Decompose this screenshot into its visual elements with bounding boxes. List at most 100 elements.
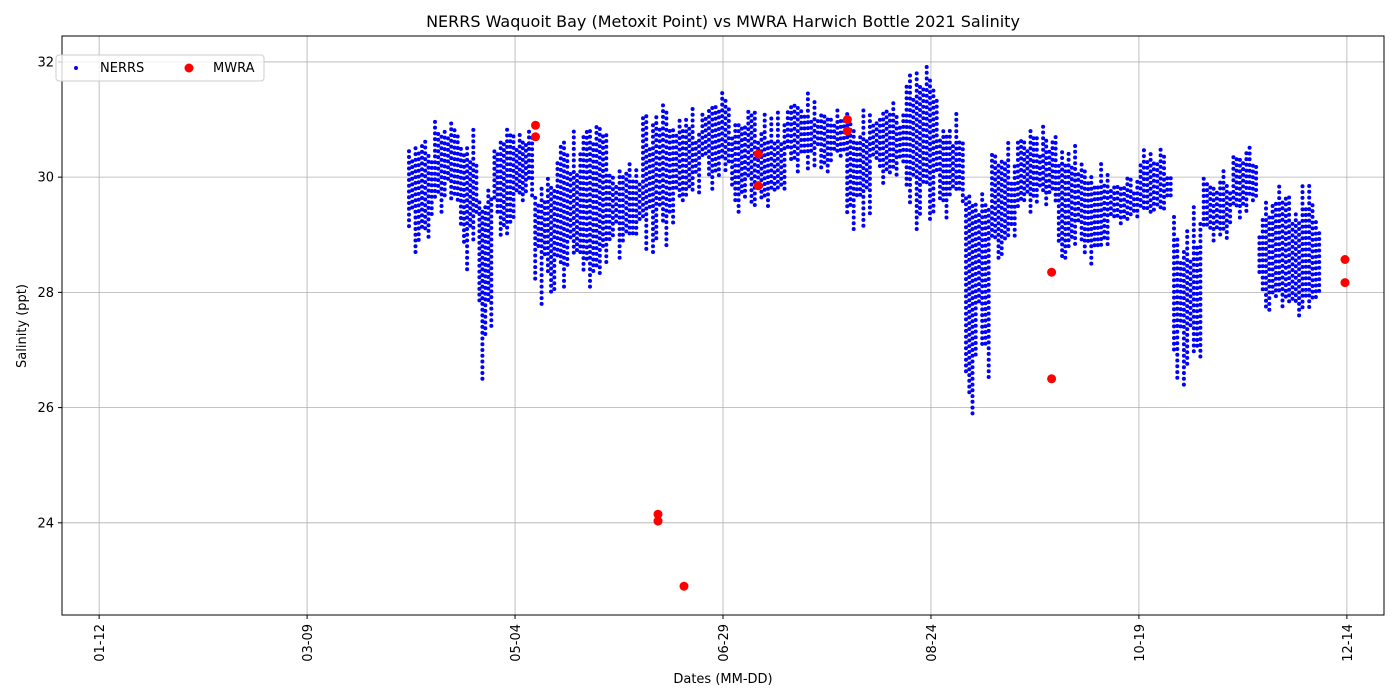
- nerrs-point: [677, 164, 682, 169]
- nerrs-point: [957, 157, 962, 162]
- nerrs-point: [677, 153, 682, 158]
- nerrs-point: [1250, 169, 1255, 174]
- nerrs-point: [1300, 201, 1305, 206]
- nerrs-point: [594, 228, 599, 233]
- nerrs-point: [1267, 255, 1272, 260]
- nerrs-point: [921, 122, 926, 127]
- nerrs-point: [581, 233, 586, 238]
- nerrs-point: [647, 147, 652, 152]
- nerrs-point: [795, 157, 800, 162]
- nerrs-point: [973, 323, 978, 328]
- nerrs-point: [594, 240, 599, 245]
- nerrs-point: [1056, 169, 1061, 174]
- nerrs-point: [604, 242, 609, 247]
- nerrs-point: [1003, 173, 1007, 177]
- nerrs-point: [858, 146, 863, 151]
- nerrs-point: [1267, 278, 1272, 283]
- nerrs-point: [1198, 239, 1203, 244]
- nerrs-point: [973, 266, 978, 271]
- nerrs-point: [661, 178, 665, 183]
- nerrs-point: [964, 294, 968, 299]
- nerrs-point: [578, 181, 583, 185]
- nerrs-point: [908, 85, 912, 89]
- nerrs-point: [1006, 221, 1011, 226]
- nerrs-point: [851, 157, 856, 162]
- nerrs-point: [980, 324, 985, 329]
- nerrs-point: [1307, 224, 1312, 229]
- nerrs-point: [601, 169, 605, 173]
- nerrs-point: [465, 244, 470, 249]
- nerrs-point: [647, 193, 652, 198]
- nerrs-point: [495, 152, 500, 157]
- nerrs-point: [539, 273, 544, 278]
- nerrs-point: [1148, 169, 1153, 174]
- nerrs-point: [654, 155, 659, 160]
- nerrs-point: [743, 148, 747, 153]
- nerrs-point: [1307, 195, 1312, 200]
- nerrs-point: [594, 217, 599, 222]
- nerrs-point: [736, 198, 741, 203]
- nerrs-point: [511, 151, 516, 156]
- nerrs-point: [1165, 187, 1170, 192]
- nerrs-point: [799, 120, 804, 125]
- nerrs-point: [465, 255, 470, 260]
- nerrs-point: [710, 146, 715, 151]
- nerrs-point: [1283, 248, 1288, 253]
- nerrs-point: [973, 248, 978, 253]
- nerrs-point: [1012, 176, 1017, 180]
- nerrs-point: [651, 175, 655, 180]
- nerrs-point: [439, 175, 444, 180]
- nerrs-point: [967, 355, 972, 360]
- nerrs-point: [594, 188, 599, 193]
- nerrs-point: [637, 182, 642, 187]
- nerrs-point: [527, 135, 531, 140]
- nerrs-point: [928, 170, 932, 175]
- nerrs-point: [458, 210, 463, 215]
- nerrs-point: [667, 157, 672, 162]
- nerrs-point: [1128, 183, 1133, 188]
- nerrs-point: [527, 141, 531, 146]
- nerrs-point: [442, 147, 447, 152]
- nerrs-point: [486, 217, 491, 222]
- nerrs-point: [1031, 136, 1036, 141]
- nerrs-point: [789, 145, 794, 150]
- nerrs-point: [1019, 139, 1024, 144]
- nerrs-point: [584, 181, 589, 186]
- nerrs-point: [591, 269, 596, 273]
- nerrs-point: [766, 163, 770, 168]
- nerrs-point: [1191, 211, 1196, 215]
- nerrs-point: [779, 171, 784, 176]
- nerrs-point: [1175, 347, 1180, 351]
- nerrs-point: [1037, 154, 1042, 159]
- nerrs-point: [1195, 343, 1200, 348]
- nerrs-point: [588, 209, 592, 214]
- nerrs-point: [1028, 134, 1033, 139]
- nerrs-point: [1060, 248, 1065, 253]
- nerrs-point: [498, 157, 503, 162]
- nerrs-point: [601, 243, 605, 248]
- nerrs-point: [452, 162, 457, 167]
- nerrs-point: [594, 125, 599, 130]
- nerrs-point: [713, 151, 718, 156]
- nerrs-point: [483, 228, 488, 233]
- nerrs-point: [983, 220, 988, 225]
- nerrs-point: [517, 138, 522, 143]
- nerrs-point: [1069, 171, 1074, 176]
- nerrs-point: [999, 159, 1004, 164]
- nerrs-point: [597, 213, 602, 218]
- nerrs-point: [710, 163, 715, 168]
- nerrs-point: [1082, 198, 1087, 203]
- nerrs-point: [690, 181, 695, 186]
- nerrs-point: [407, 206, 411, 211]
- nerrs-point: [819, 125, 824, 129]
- nerrs-point: [664, 237, 669, 242]
- nerrs-point: [1218, 192, 1223, 197]
- nerrs-point: [1086, 238, 1091, 243]
- nerrs-point: [1273, 224, 1278, 229]
- nerrs-point: [634, 174, 639, 178]
- nerrs-point: [588, 186, 592, 191]
- nerrs-point: [954, 186, 959, 191]
- nerrs-point: [1066, 157, 1071, 162]
- nerrs-point: [420, 190, 424, 195]
- nerrs-point: [736, 169, 741, 174]
